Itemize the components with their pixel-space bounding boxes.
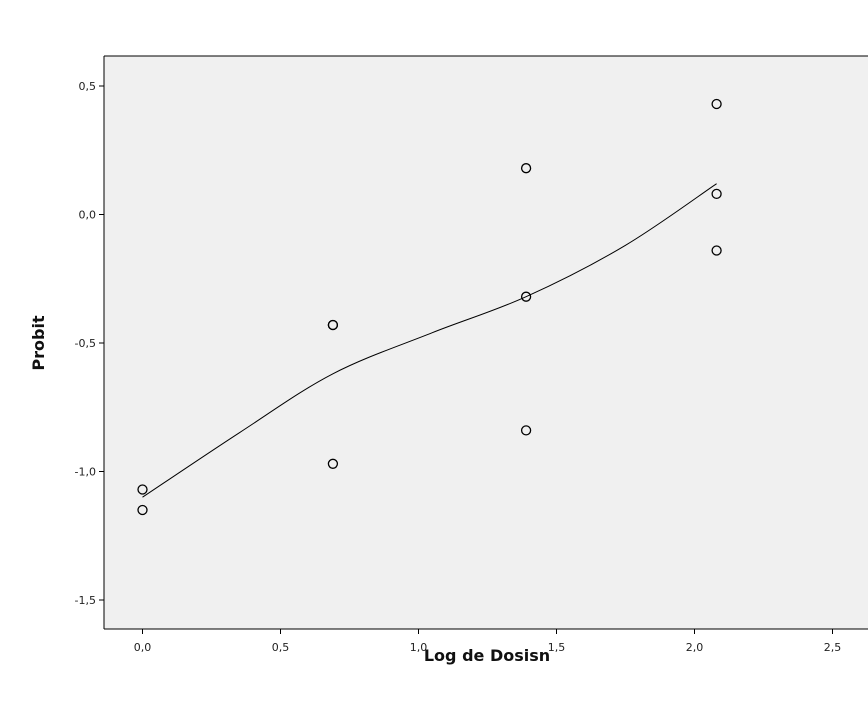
x-tick-label: 1,5 [548,641,566,654]
y-tick-label: 0,5 [79,80,97,93]
x-tick-label: 2,5 [824,641,842,654]
x-tick-label: 0,5 [272,641,290,654]
x-tick-label: 0,0 [134,641,152,654]
y-tick-label: 0,0 [79,209,97,222]
data-point [137,484,148,495]
y-axis-title: Probit [29,315,48,371]
data-point [327,458,339,469]
data-points [137,98,722,516]
fit-line [142,183,717,498]
data-point [327,319,339,331]
plot-area [104,56,868,629]
data-point [711,245,722,256]
y-tick-label: -0,5 [75,337,96,350]
data-point [520,425,532,436]
fit-line-group [142,183,717,498]
data-point [137,504,148,516]
x-tick-label: 1,0 [410,641,428,654]
y-axis: 0,5 0,0 -0,5 -1,0 -1,5 [75,80,104,607]
x-tick-label: 2,0 [686,641,704,654]
x-axis: 0,0 0,5 1,0 1,5 2,0 2,5 [134,629,842,654]
data-point [711,98,722,110]
x-axis-title: Log de Dosisn [424,646,550,665]
data-point [711,188,722,200]
y-tick-label: -1,5 [75,594,96,607]
y-tick-label: -1,0 [75,466,96,479]
data-point [520,163,532,174]
data-point [520,291,532,302]
